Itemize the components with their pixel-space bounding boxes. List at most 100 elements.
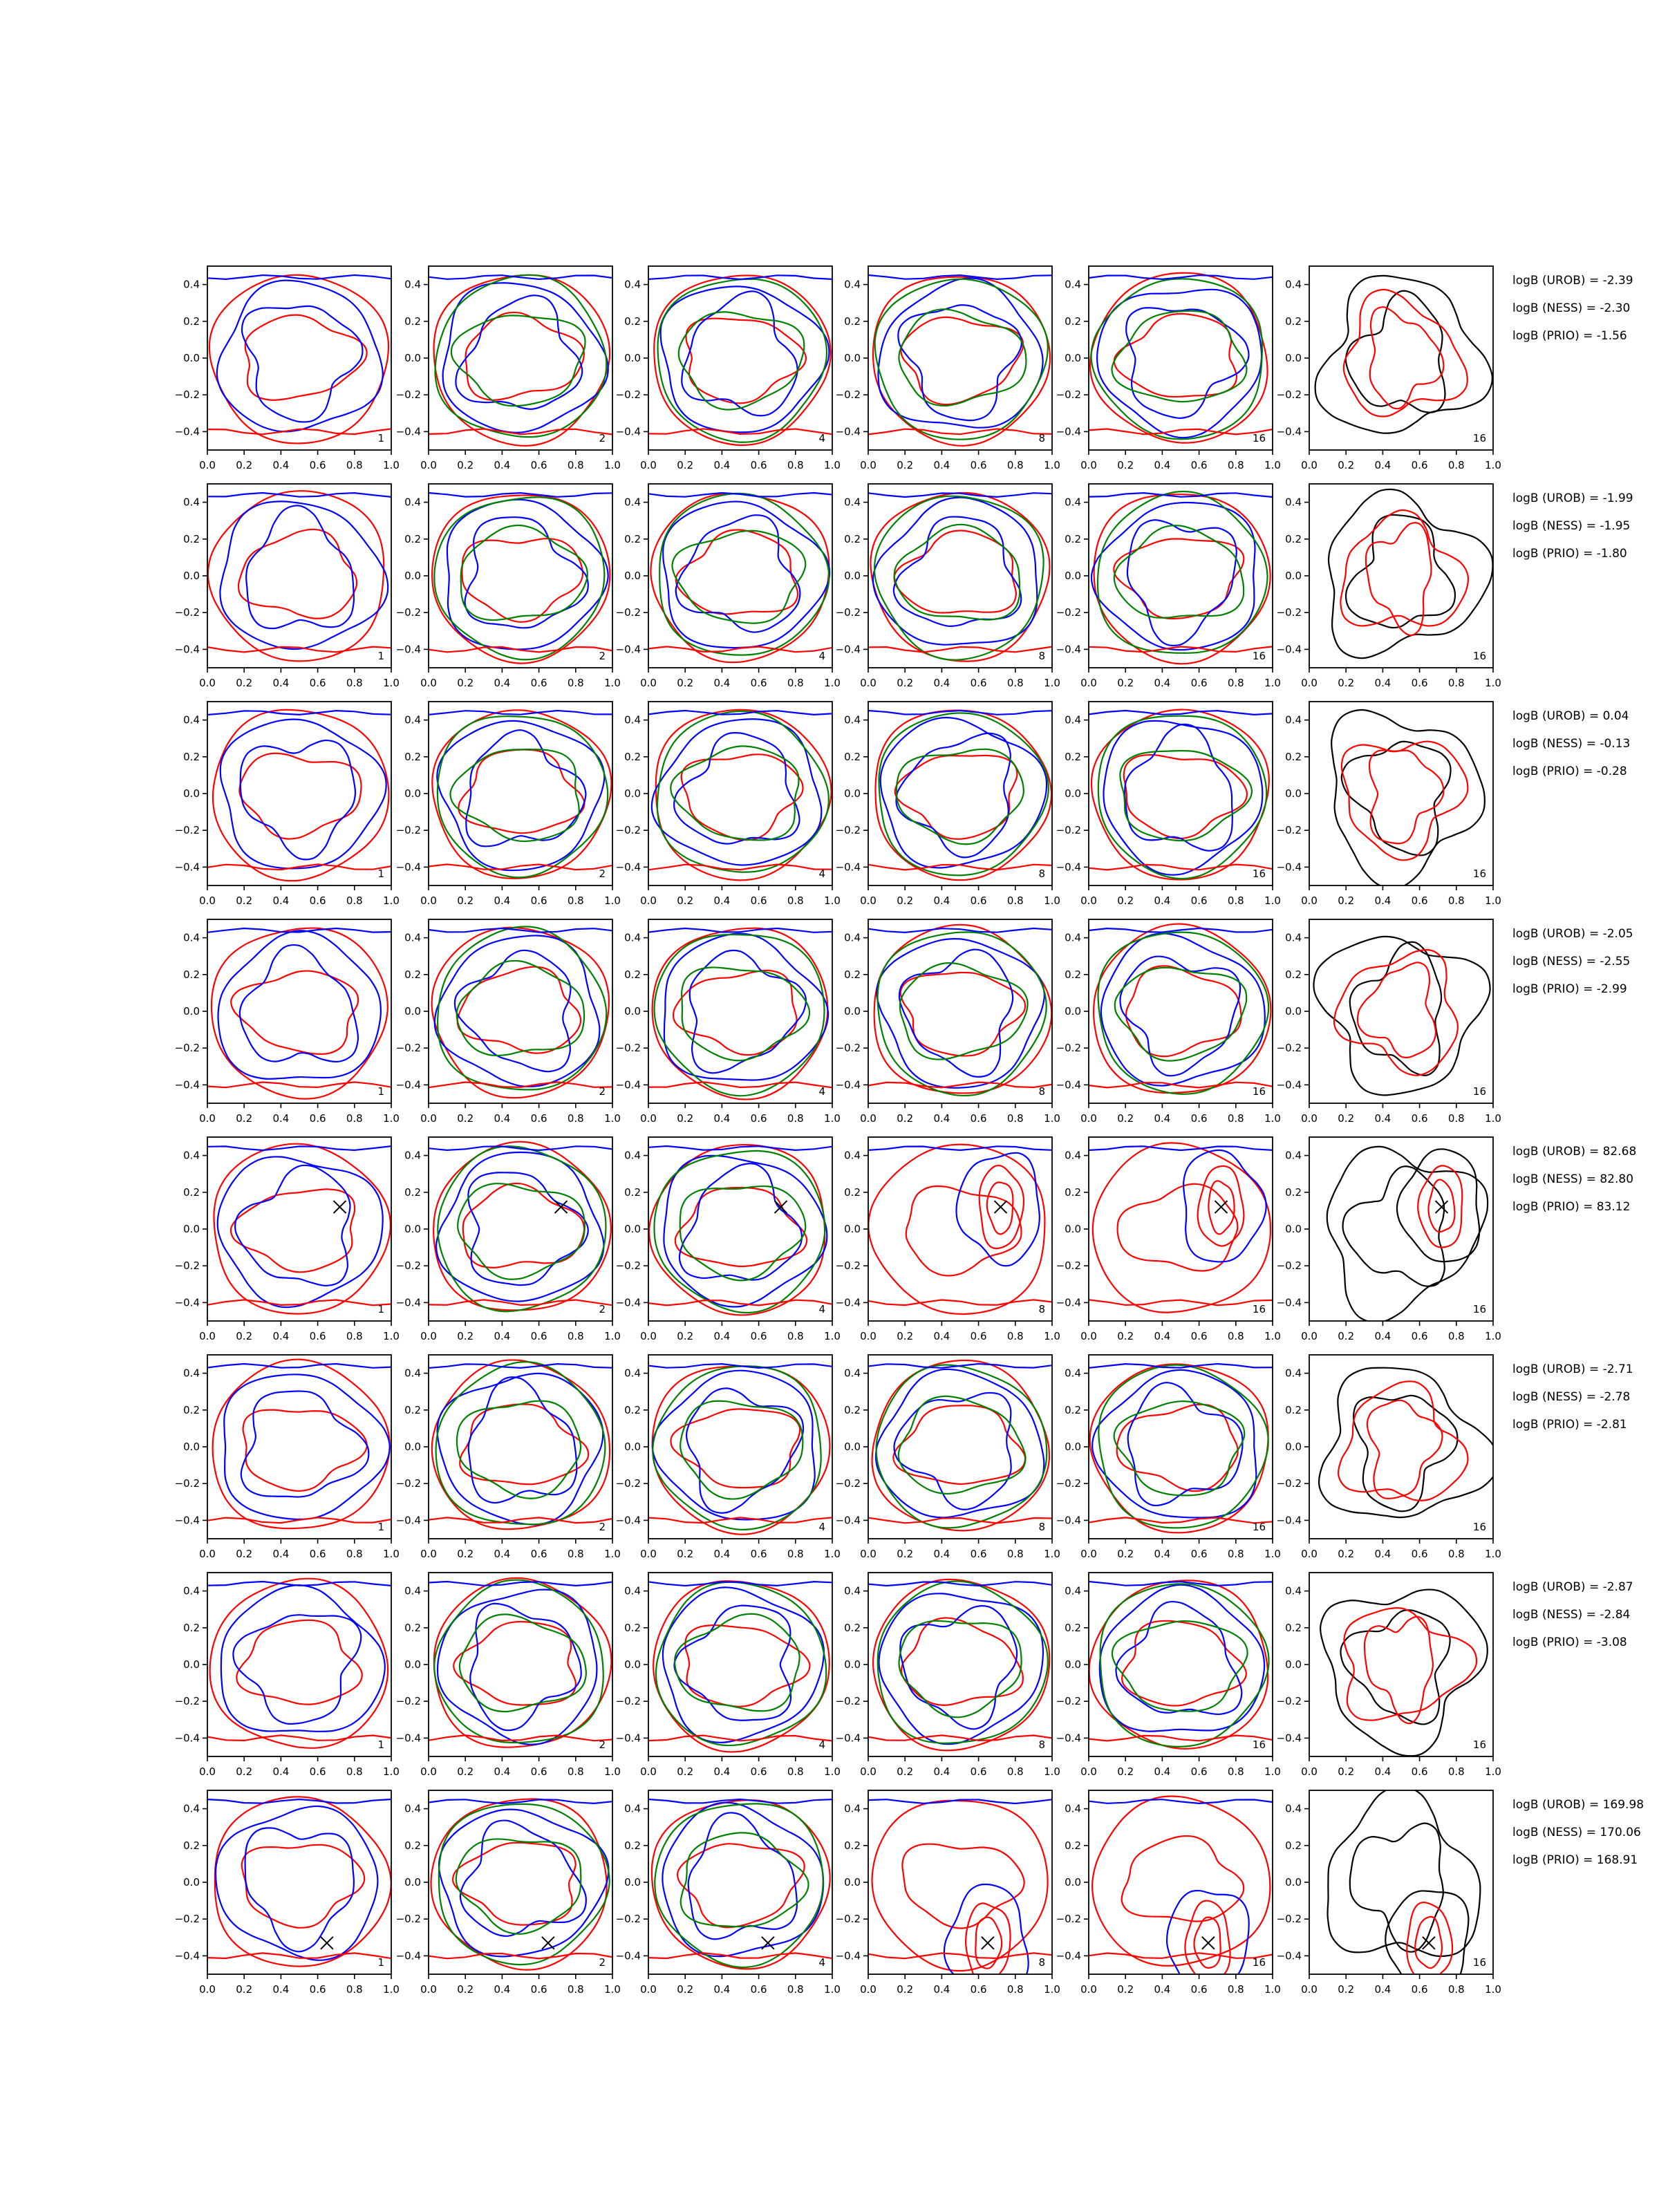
y-tick-label: 0.0	[1285, 1223, 1302, 1235]
x-tick-label: 0.6	[531, 1765, 547, 1778]
x-tick-label: 0.0	[640, 1983, 657, 1996]
x-tick-label: 0.2	[457, 894, 474, 907]
panel: 0.0 0.2 0.4 0.6 0.8 1.0 0.4 0.2 0.0 −0.2 −0.4 2	[396, 701, 621, 907]
axes-frame	[428, 1354, 613, 1539]
contour-line	[868, 927, 1052, 934]
panel: 0.0 0.2 0.4 0.6 0.8 1.0 0.4 0.2 0.0 −0.2 −0.4 4	[616, 1790, 841, 1996]
contour-line	[1165, 1890, 1250, 1974]
contour-line	[207, 274, 391, 281]
x-tick-label: 0.6	[310, 1983, 326, 1996]
contour-line	[241, 305, 364, 423]
y-tick-label: 0.4	[624, 932, 641, 944]
y-tick-label: 0.4	[1285, 279, 1302, 291]
y-tick-label: 0.0	[1065, 570, 1081, 582]
contour-line	[978, 1164, 1025, 1250]
x-tick-label: 0.0	[1080, 1548, 1097, 1560]
contour-group	[1089, 272, 1273, 444]
contour-line	[1314, 274, 1493, 434]
x-tick-label: 0.6	[751, 1330, 767, 1342]
x-tick-label: 0.8	[346, 677, 363, 689]
y-tick-label: −0.4	[616, 425, 641, 438]
contour-group	[429, 1577, 612, 1748]
x-tick-label: 0.4	[713, 1548, 730, 1560]
logb-annotation: logB (PRIO) = -0.28	[1512, 765, 1627, 778]
panel: 0.0 0.2 0.4 0.6 0.8 1.0 0.4 0.2 0.0 −0.2 −0.4 1	[175, 701, 400, 907]
panel: 0.0 0.2 0.4 0.6 0.8 1.0 0.4 0.2 0.0 −0.2 −0.4 16	[1277, 701, 1501, 907]
y-tick-label: 0.4	[624, 1150, 641, 1162]
axes-frame	[1309, 1572, 1494, 1757]
panel: 0.0 0.2 0.4 0.6 0.8 1.0 0.4 0.2 0.0 −0.2 −0.4 8	[836, 1354, 1060, 1560]
contour-line	[648, 863, 832, 871]
x-tick-label: 0.4	[272, 1112, 289, 1125]
contour-line	[1331, 709, 1485, 885]
y-tick-label: −0.2	[616, 1477, 641, 1490]
contour-line	[868, 863, 1052, 871]
contour-line	[899, 962, 1029, 1060]
contour-line	[663, 932, 830, 1081]
y-tick-label: −0.2	[616, 824, 641, 836]
contour-line	[207, 863, 391, 871]
contour-line	[1089, 1145, 1273, 1152]
y-tick-label: 0.4	[404, 1585, 421, 1597]
y-tick-label: 0.2	[1065, 315, 1081, 328]
y-tick-label: −0.2	[836, 1695, 861, 1707]
x-tick-label: 0.6	[751, 894, 767, 907]
panel: 0.0 0.2 0.4 0.6 0.8 1.0 0.4 0.2 0.0 −0.2 −0.4 16	[1056, 701, 1281, 907]
y-tick-label: 0.2	[624, 1839, 641, 1852]
contour-line	[868, 1952, 1052, 1960]
panel-label: 4	[818, 1303, 825, 1315]
contour-group	[429, 1359, 612, 1530]
contour-line	[1340, 740, 1469, 861]
y-tick-label: −0.4	[175, 425, 200, 438]
x-tick-label: 0.6	[1191, 1548, 1208, 1560]
contour-group	[868, 491, 1052, 662]
contour-line	[893, 523, 1021, 621]
y-tick-label: −0.2	[836, 1477, 861, 1490]
panel-label: 1	[377, 650, 384, 662]
y-tick-label: 0.4	[844, 714, 861, 727]
y-tick-label: 0.2	[1065, 1404, 1081, 1416]
x-tick-label: 0.4	[933, 677, 950, 689]
y-tick-label: −0.4	[1277, 1949, 1302, 1962]
contour-line	[1197, 1165, 1245, 1247]
y-tick-label: 0.4	[183, 714, 200, 727]
x-tick-label: 0.4	[494, 1112, 510, 1125]
panel-label: 2	[599, 1085, 606, 1098]
y-tick-label: −0.2	[396, 1042, 421, 1054]
y-tick-label: −0.2	[1056, 1913, 1081, 1925]
x-tick-label: 0.8	[787, 1983, 804, 1996]
contour-line	[671, 529, 807, 624]
panel: 0.0 0.2 0.4 0.6 0.8 1.0 0.4 0.2 0.0 −0.2 −0.4 4	[616, 1354, 841, 1560]
x-tick-label: 0.4	[272, 1548, 289, 1560]
x-tick-label: 1.0	[1485, 1983, 1501, 1996]
contour-line	[871, 1799, 1049, 1972]
panel-label: 2	[599, 868, 606, 880]
x-tick-label: 0.2	[1338, 1548, 1354, 1560]
y-tick-label: 0.2	[1285, 751, 1302, 763]
contour-line	[975, 1916, 1003, 1969]
contour-line	[431, 494, 611, 664]
contour-line	[450, 315, 586, 407]
y-tick-label: −0.4	[175, 1732, 200, 1744]
x-tick-label: 1.0	[1264, 1330, 1281, 1342]
x-tick-label: 0.4	[1374, 1548, 1391, 1560]
y-tick-label: −0.2	[396, 388, 421, 401]
panel-label: 2	[599, 432, 606, 444]
contour-line	[663, 1154, 828, 1308]
contour-line	[456, 1400, 582, 1499]
contour-line	[1089, 491, 1273, 498]
x-tick-label: 0.0	[1080, 1765, 1097, 1778]
contour-line	[1089, 274, 1273, 281]
contour-line	[1326, 1145, 1489, 1321]
contour-line	[1089, 1734, 1273, 1742]
x-tick-label: 0.4	[933, 1548, 950, 1560]
y-tick-label: 0.2	[404, 968, 421, 981]
panel-label: 1	[377, 1085, 384, 1098]
contour-line	[460, 524, 588, 621]
y-tick-label: 0.2	[183, 1404, 200, 1416]
contour-line	[429, 927, 612, 933]
y-tick-label: 0.0	[844, 787, 861, 800]
y-tick-label: 0.0	[404, 1441, 421, 1453]
x-tick-label: 0.6	[1412, 1548, 1428, 1560]
contour-line	[1417, 1165, 1463, 1248]
